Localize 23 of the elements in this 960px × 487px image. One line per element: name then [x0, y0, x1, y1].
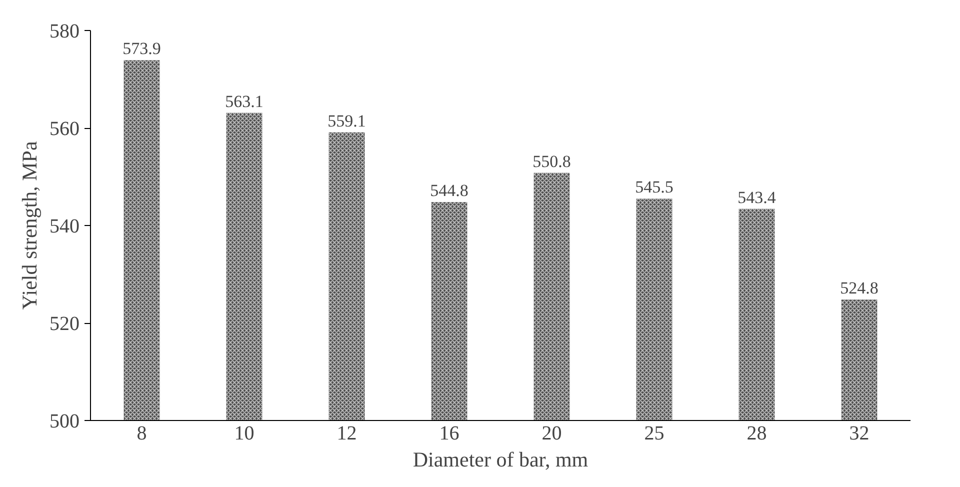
x-tick-label: 28 [746, 422, 767, 444]
y-tick-label: 540 [50, 216, 80, 238]
data-label: 563.1 [225, 92, 264, 111]
y-tick-label: 580 [50, 20, 80, 42]
x-tick-label: 12 [336, 422, 357, 444]
x-tick-label: 20 [542, 422, 562, 444]
y-tick-label: 500 [50, 410, 80, 432]
data-label: 543.4 [738, 188, 776, 207]
x-axis-title: Diameter of bar, mm [412, 448, 588, 472]
y-tick-label: 560 [50, 118, 80, 140]
data-label: 550.8 [532, 152, 571, 171]
x-tick-label: 16 [439, 422, 460, 444]
data-label: 545.5 [635, 178, 674, 197]
x-tick-label: 25 [644, 422, 664, 444]
data-label: 524.8 [840, 278, 878, 298]
y-axis-title: Yield strength, MPa [18, 140, 42, 310]
x-tick-label: 32 [849, 422, 870, 444]
x-tick-label: 8 [136, 422, 147, 444]
y-tick-label: 520 [50, 313, 80, 335]
data-label: 544.8 [430, 181, 468, 200]
data-label: 573.9 [122, 39, 161, 58]
x-tick-label: 10 [234, 422, 254, 444]
data-label: 559.1 [328, 111, 366, 130]
